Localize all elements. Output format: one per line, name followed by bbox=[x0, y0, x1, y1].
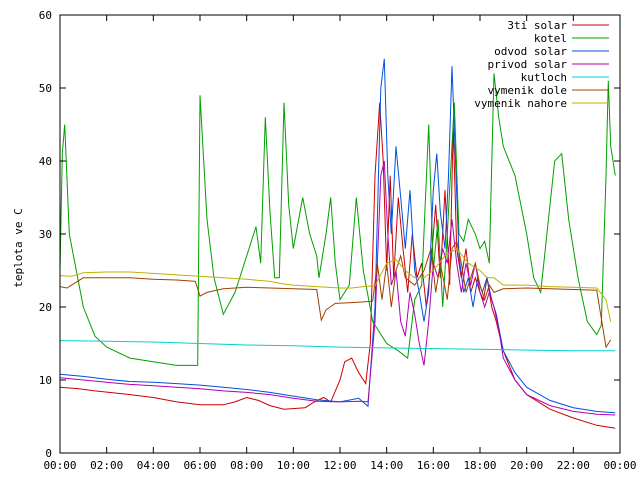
y-axis-label: teplota ve C bbox=[12, 208, 25, 287]
y-tick-label: 50 bbox=[39, 82, 52, 95]
x-tick-label: 08:00 bbox=[230, 459, 263, 472]
x-tick-label: 04:00 bbox=[137, 459, 170, 472]
series-line-odvod-solar bbox=[59, 58, 616, 414]
y-tick-label: 20 bbox=[39, 301, 52, 314]
legend-label: kotel bbox=[534, 32, 567, 45]
y-tick-label: 30 bbox=[39, 228, 52, 241]
x-tick-label: 20:00 bbox=[510, 459, 543, 472]
y-tick-label: 40 bbox=[39, 155, 52, 168]
legend-label: kutloch bbox=[521, 71, 567, 84]
x-tick-label: 18:00 bbox=[463, 459, 496, 472]
series-line-vymenik-nahore bbox=[59, 247, 612, 322]
x-tick-label: 02:00 bbox=[90, 459, 123, 472]
series-line-kutloch bbox=[59, 340, 616, 352]
legend-label: odvod solar bbox=[494, 45, 567, 58]
y-tick-label: 0 bbox=[45, 447, 52, 460]
x-tick-label: 00:00 bbox=[603, 459, 636, 472]
series-line-privod-solar bbox=[59, 160, 616, 416]
series-line-vymenik-dole bbox=[59, 240, 612, 349]
x-tick-label: 00:00 bbox=[43, 459, 76, 472]
y-tick-label: 10 bbox=[39, 374, 52, 387]
x-tick-label: 22:00 bbox=[557, 459, 590, 472]
legend-label: vymenik nahore bbox=[474, 97, 567, 110]
series-line-3ti-solar bbox=[59, 102, 616, 429]
legend-label: vymenik dole bbox=[488, 84, 567, 97]
axis-ticks: 0 10 20 30 40 50 60 00:00 02:00 04:00 06:00 08:00 10… bbox=[39, 9, 637, 472]
series-line-kotel bbox=[59, 73, 616, 366]
legend-label: 3ti solar bbox=[507, 19, 567, 32]
x-tick-label: 12:00 bbox=[323, 459, 356, 472]
x-tick-label: 14:00 bbox=[370, 459, 403, 472]
x-tick-label: 06:00 bbox=[183, 459, 216, 472]
y-tick-label: 60 bbox=[39, 9, 52, 22]
x-tick-label: 16:00 bbox=[417, 459, 450, 472]
series-layer bbox=[59, 58, 616, 429]
x-tick-label: 10:00 bbox=[277, 459, 310, 472]
legend-label: privod solar bbox=[488, 58, 568, 71]
